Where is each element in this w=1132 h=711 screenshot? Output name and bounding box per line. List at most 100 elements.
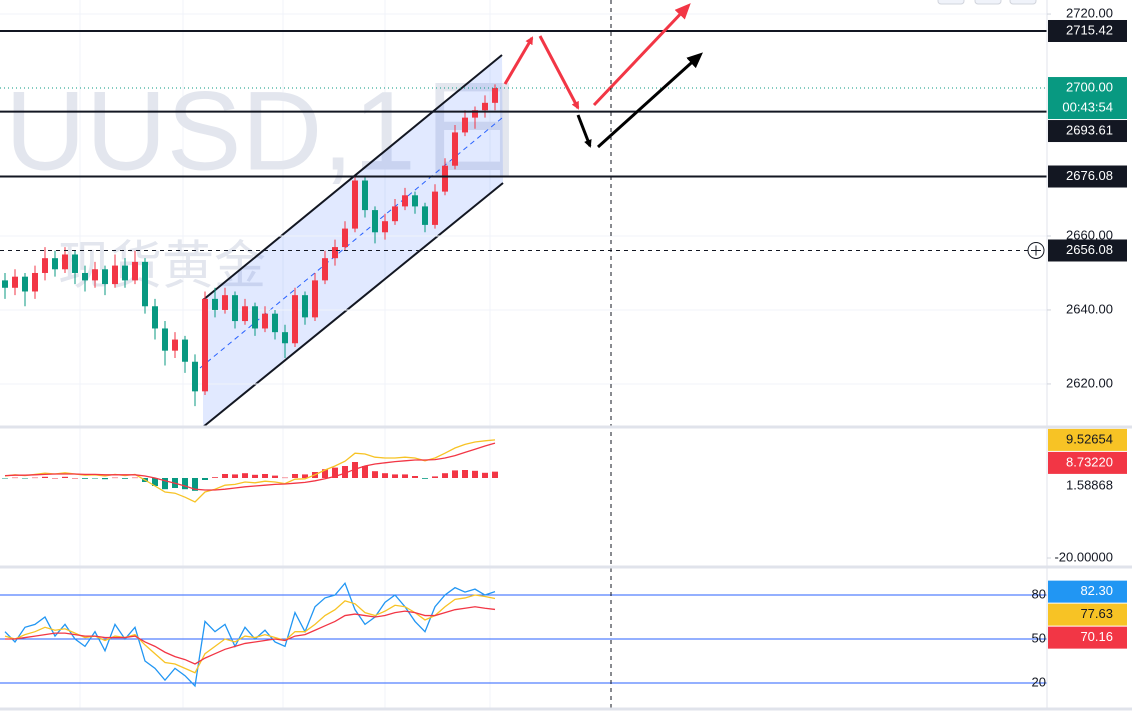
candle-body <box>442 165 448 192</box>
rsi-line <box>4 582 496 688</box>
y-tick-label: 2640.00 <box>1066 301 1113 316</box>
histogram-bar <box>112 477 118 479</box>
value-badge <box>1048 580 1127 603</box>
toolbar-button[interactable] <box>937 0 965 5</box>
histogram-bar <box>92 478 98 479</box>
price-line-label: 2715.42 <box>1066 22 1113 37</box>
histogram-bar <box>262 474 268 478</box>
price-line-badge <box>1048 165 1127 188</box>
histogram-bar <box>352 462 358 478</box>
candle-body <box>112 265 118 285</box>
crosshair-label: 2656.08 <box>1066 242 1113 257</box>
candle-body <box>472 110 478 118</box>
candle-body <box>272 313 278 333</box>
histogram-bar <box>212 477 218 478</box>
histogram-bar <box>362 466 368 478</box>
rsi-line <box>4 594 496 674</box>
macd-line <box>4 439 496 503</box>
candle-body <box>142 261 148 307</box>
histogram-bar <box>182 478 188 490</box>
histogram-bar <box>462 470 468 478</box>
histogram-bar <box>302 474 308 478</box>
histogram-bar <box>322 469 328 478</box>
histogram-bar <box>72 478 78 479</box>
value-badge-label: 1.58868 <box>1066 477 1113 492</box>
histogram-bar <box>492 471 498 478</box>
candle-body <box>282 332 288 344</box>
candle-body <box>422 206 428 225</box>
candle-body <box>412 195 418 207</box>
histogram-bar <box>222 474 228 478</box>
candle-body <box>162 328 168 351</box>
candle-body <box>22 276 28 292</box>
histogram-bar <box>42 476 48 478</box>
candle-body <box>252 306 258 329</box>
candle-body <box>152 306 158 329</box>
histogram-bar <box>52 478 58 479</box>
histogram-bar <box>152 478 158 486</box>
forecast-arrows <box>503 3 703 149</box>
histogram-bar <box>82 478 88 479</box>
histogram-bar <box>22 478 28 479</box>
toolbar[interactable] <box>937 0 1037 5</box>
histogram-bar <box>372 471 378 478</box>
value-badge-label: 70.16 <box>1080 629 1113 644</box>
candle-body <box>202 298 208 392</box>
level-label: 50 <box>1032 630 1046 645</box>
candle-body <box>132 261 138 281</box>
value-badge <box>1048 428 1127 451</box>
histogram-bar <box>482 472 488 478</box>
candle-body <box>12 276 18 288</box>
value-badge <box>1048 451 1127 474</box>
histogram-bar <box>442 473 448 478</box>
last-price-label: 2700.00 <box>1066 79 1113 94</box>
crosshair-badge <box>1048 239 1127 262</box>
histogram-bar <box>392 474 398 478</box>
countdown: 00:43:54 <box>1062 99 1113 114</box>
candle-body <box>192 361 198 392</box>
candle-body <box>392 206 398 222</box>
toolbar-button[interactable] <box>974 0 1002 5</box>
watermark-name: 现货黄金 <box>58 238 266 296</box>
value-badge-label: 82.30 <box>1080 583 1113 598</box>
watermark: UUSD,1日 现货黄金 <box>5 69 528 296</box>
value-badge-label: 9.52654 <box>1066 431 1113 446</box>
candle-body <box>242 306 248 322</box>
candle-body <box>62 254 68 270</box>
candle-body <box>52 258 58 270</box>
histogram-bar <box>472 470 478 478</box>
histogram-bar <box>252 474 258 478</box>
histogram-bar <box>342 466 348 478</box>
histogram-bar <box>202 478 208 480</box>
toolbar-button[interactable] <box>1009 0 1037 5</box>
candle-body <box>342 228 348 248</box>
grid <box>79 0 491 708</box>
candle-body <box>352 180 358 229</box>
macd-line <box>4 442 496 491</box>
candle-body <box>102 269 108 285</box>
price-line-label: 2693.61 <box>1066 122 1113 137</box>
histogram-bar <box>432 476 438 478</box>
value-badge <box>1048 603 1127 626</box>
candle-body <box>312 280 318 318</box>
candle-body <box>92 269 98 281</box>
plot-layer <box>0 13 1047 688</box>
histogram-bar <box>412 476 418 478</box>
value-badge-label: 8.73220 <box>1066 454 1113 469</box>
price-line-badge <box>1048 19 1127 42</box>
candle-body <box>402 195 408 207</box>
candle-body <box>232 295 238 322</box>
candle-body <box>182 339 188 362</box>
candle-body <box>82 272 88 281</box>
candle-body <box>362 180 368 211</box>
candle-body <box>122 265 128 281</box>
candle-body <box>322 258 328 281</box>
candle-body <box>302 295 308 318</box>
y-tick-label: 2660.00 <box>1066 227 1113 242</box>
histogram-bar <box>272 475 278 478</box>
watermark-symbol: UUSD,1日 <box>5 69 528 194</box>
histogram-bar <box>102 478 108 480</box>
candle-body <box>2 280 8 288</box>
